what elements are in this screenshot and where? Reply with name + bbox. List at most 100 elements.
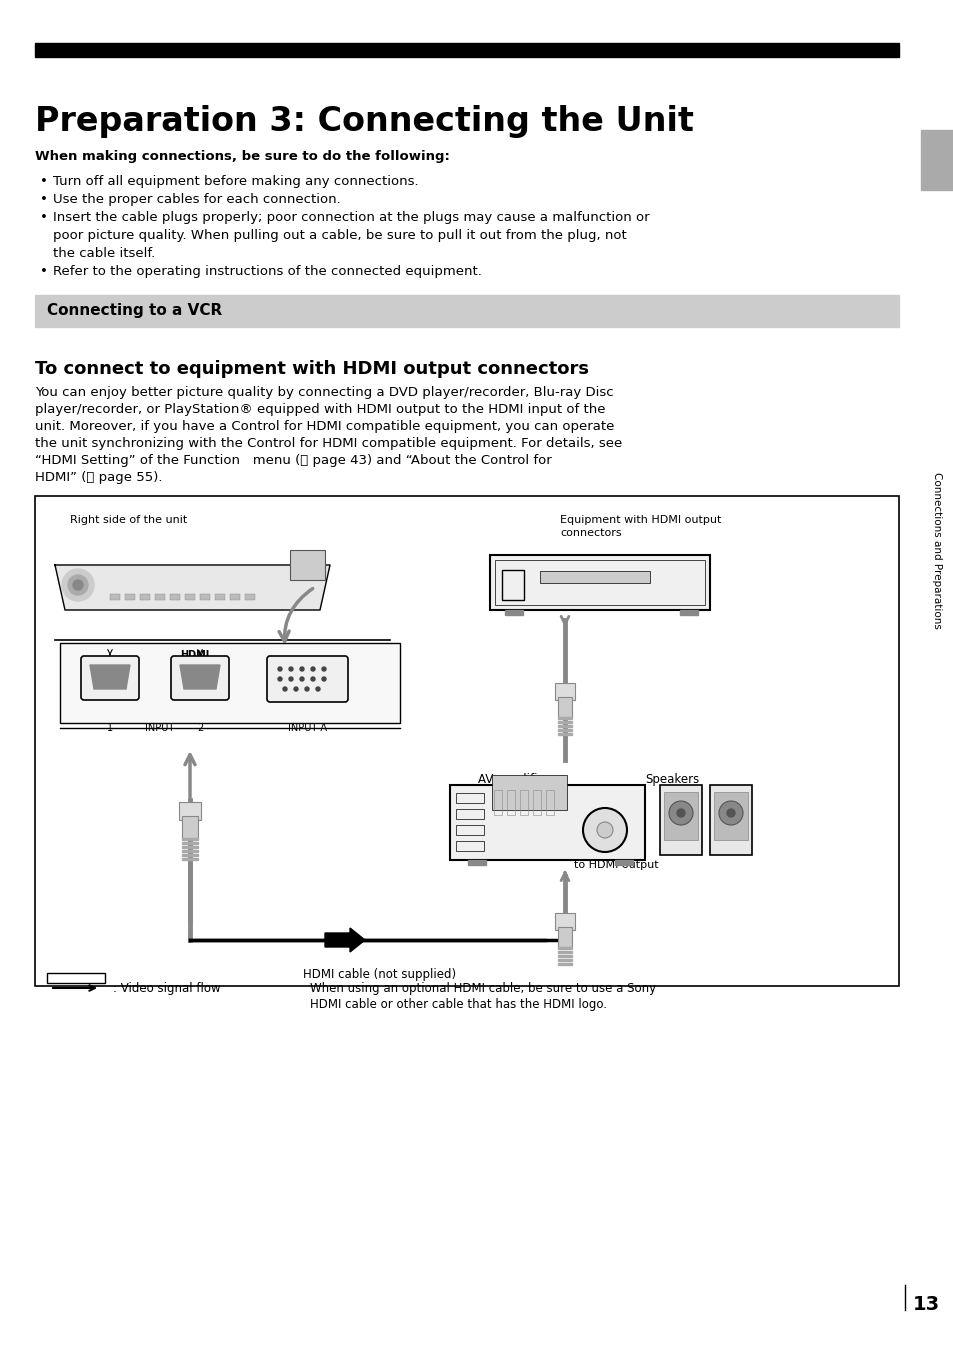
- Bar: [663, 792, 698, 840]
- Bar: [713, 792, 747, 840]
- Text: poor picture quality. When pulling out a cable, be sure to pull it out from the : poor picture quality. When pulling out a…: [53, 228, 626, 242]
- Bar: [490, 556, 709, 610]
- Bar: [558, 946, 572, 949]
- Bar: [456, 794, 483, 803]
- Bar: [558, 729, 572, 731]
- Bar: [185, 594, 194, 600]
- FancyBboxPatch shape: [81, 656, 139, 700]
- Bar: [450, 786, 644, 860]
- Bar: [35, 496, 898, 986]
- Bar: [35, 295, 898, 327]
- Circle shape: [668, 800, 692, 825]
- Text: •: •: [40, 211, 48, 224]
- Circle shape: [277, 677, 282, 681]
- Text: HDMI” (Ⓕ page 55).: HDMI” (Ⓕ page 55).: [35, 470, 162, 484]
- Text: To connect to equipment with HDMI output connectors: To connect to equipment with HDMI output…: [35, 360, 588, 379]
- Bar: [539, 571, 649, 583]
- Text: : Video signal flow: : Video signal flow: [112, 982, 220, 995]
- Bar: [659, 786, 701, 854]
- Text: Use the proper cables for each connection.: Use the proper cables for each connectio…: [53, 193, 340, 206]
- Text: Connections and Preparations: Connections and Preparations: [931, 472, 941, 629]
- Bar: [290, 550, 325, 580]
- Text: When making connections, be sure to do the following:: When making connections, be sure to do t…: [35, 150, 450, 164]
- Text: to HDMI output: to HDMI output: [574, 860, 658, 869]
- Bar: [494, 790, 501, 815]
- Circle shape: [322, 667, 326, 671]
- Text: the unit synchronizing with the Control for HDMI compatible equipment. For detai: the unit synchronizing with the Control …: [35, 437, 621, 450]
- Text: Preparation 3: Connecting the Unit: Preparation 3: Connecting the Unit: [35, 105, 693, 138]
- Circle shape: [311, 667, 314, 671]
- Bar: [245, 594, 254, 600]
- Bar: [154, 594, 165, 600]
- Text: unit. Moreover, if you have a Control for HDMI compatible equipment, you can ope: unit. Moreover, if you have a Control fo…: [35, 420, 614, 433]
- FancyBboxPatch shape: [171, 656, 229, 700]
- Text: 1: 1: [107, 723, 113, 733]
- Circle shape: [283, 687, 287, 691]
- Text: •: •: [40, 174, 48, 188]
- Bar: [920, 130, 953, 191]
- Text: HDMI cable or other cable that has the HDMI logo.: HDMI cable or other cable that has the H…: [310, 998, 606, 1011]
- Text: Turn off all equipment before making any connections.: Turn off all equipment before making any…: [53, 174, 418, 188]
- Text: Equipment with HDMI output: Equipment with HDMI output: [559, 515, 720, 525]
- Bar: [170, 594, 180, 600]
- Circle shape: [582, 808, 626, 852]
- Circle shape: [299, 677, 304, 681]
- Bar: [615, 860, 633, 865]
- Bar: [558, 721, 572, 723]
- Bar: [558, 955, 572, 957]
- Text: HDMI: HDMI: [180, 650, 210, 660]
- Text: Refer to the operating instructions of the connected equipment.: Refer to the operating instructions of t…: [53, 265, 481, 279]
- Text: 2: 2: [196, 723, 203, 733]
- Text: AV amplifier: AV amplifier: [477, 773, 549, 786]
- Text: connectors: connectors: [559, 529, 621, 538]
- Text: •: •: [40, 265, 48, 279]
- Circle shape: [726, 808, 734, 817]
- Bar: [182, 859, 198, 860]
- Bar: [558, 698, 572, 717]
- Bar: [533, 790, 540, 815]
- Circle shape: [299, 667, 304, 671]
- Bar: [140, 594, 150, 600]
- Bar: [679, 610, 698, 615]
- Circle shape: [311, 677, 314, 681]
- Bar: [47, 973, 105, 983]
- Bar: [495, 560, 704, 604]
- Bar: [545, 790, 554, 815]
- Text: the cable itself.: the cable itself.: [53, 247, 155, 260]
- Circle shape: [305, 687, 309, 691]
- Text: 13: 13: [912, 1295, 939, 1314]
- Bar: [182, 854, 198, 856]
- Circle shape: [597, 822, 613, 838]
- Text: Insert the cable plugs properly; poor connection at the plugs may cause a malfun: Insert the cable plugs properly; poor co…: [53, 211, 649, 224]
- Bar: [456, 825, 483, 836]
- Polygon shape: [180, 665, 220, 690]
- Text: Speakers: Speakers: [644, 773, 699, 786]
- Bar: [468, 860, 485, 865]
- Text: •: •: [40, 193, 48, 206]
- Text: You can enjoy better picture quality by connecting a DVD player/recorder, Blu-ra: You can enjoy better picture quality by …: [35, 387, 613, 399]
- Bar: [558, 963, 572, 965]
- Bar: [558, 725, 572, 727]
- Bar: [558, 959, 572, 961]
- Bar: [506, 790, 515, 815]
- Text: When using an optional HDMI cable, be sure to use a Sony: When using an optional HDMI cable, be su…: [310, 982, 656, 995]
- Bar: [179, 802, 201, 821]
- Bar: [555, 913, 575, 930]
- Text: player/recorder, or PlayStation® equipped with HDMI output to the HDMI input of : player/recorder, or PlayStation® equippe…: [35, 403, 605, 416]
- Circle shape: [68, 575, 88, 595]
- Circle shape: [294, 687, 297, 691]
- Text: Connecting to a VCR: Connecting to a VCR: [47, 303, 222, 318]
- Bar: [182, 817, 198, 838]
- Bar: [709, 786, 751, 854]
- Text: Right side of the unit: Right side of the unit: [70, 515, 187, 525]
- Bar: [504, 610, 522, 615]
- Circle shape: [322, 677, 326, 681]
- Circle shape: [62, 569, 94, 602]
- Bar: [35, 43, 898, 57]
- Circle shape: [289, 667, 293, 671]
- Polygon shape: [55, 565, 330, 610]
- Bar: [492, 775, 566, 810]
- Circle shape: [73, 580, 83, 589]
- Text: HDMI cable (not supplied): HDMI cable (not supplied): [303, 968, 456, 982]
- Bar: [456, 841, 483, 850]
